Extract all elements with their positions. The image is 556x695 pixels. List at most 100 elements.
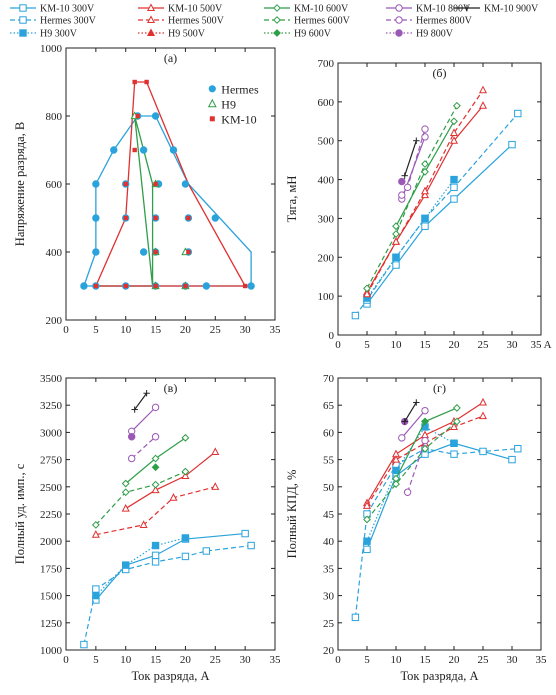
point-hermes (211, 214, 219, 222)
data-point (508, 455, 516, 464)
panel-title: (б) (432, 66, 446, 80)
y-tick-label: 50 (323, 482, 335, 494)
x-axis-label: Ток разряда, А (400, 669, 478, 683)
data-point (478, 101, 488, 109)
legend-label: Hermes 300V (40, 16, 97, 27)
x-tick-label: 25 (210, 324, 222, 336)
data-point (121, 479, 130, 488)
y-tick-label: 2500 (40, 482, 63, 494)
data-point (127, 454, 136, 463)
data-point (151, 454, 160, 463)
x-tick-label: 30 (240, 654, 252, 666)
series-h9-800v (127, 433, 136, 441)
x-tick-label: 25 (478, 654, 490, 666)
x-tick-label: 25 (210, 654, 222, 666)
point-km-10 (183, 283, 188, 289)
y-axis-label: Полный уд. имп., с (13, 463, 27, 564)
panel-title: (а) (164, 51, 177, 65)
series-h9-800v (398, 177, 406, 186)
legend-marker (463, 4, 471, 12)
y-tick-label: 2000 (40, 536, 63, 548)
data-point (450, 450, 458, 458)
inner-legend-km-10: KM-10 (209, 112, 257, 126)
series-h9-300v (92, 534, 190, 600)
data-point (92, 585, 100, 593)
legend-entry-h9-800v: H9 800V (386, 29, 454, 40)
data-point (401, 172, 408, 179)
inner-legend-marker (207, 98, 217, 108)
data-point (363, 545, 371, 554)
point-hermes (202, 282, 211, 290)
data-point (413, 399, 420, 406)
legend-label: H9 800V (416, 29, 454, 40)
panel-title: (г) (433, 381, 446, 395)
point-km-10 (123, 215, 128, 221)
legend-marker (146, 28, 156, 37)
series-km-10-300v (92, 529, 249, 604)
x-tick-label: 0 (335, 654, 341, 666)
data-point (452, 404, 461, 412)
point-hermes (110, 146, 118, 154)
series-line (404, 140, 417, 176)
data-point (450, 195, 458, 203)
series-line (366, 442, 513, 550)
series-hermes-800v (403, 436, 429, 496)
data-point (362, 501, 372, 509)
y-tick-label: 600 (318, 97, 335, 109)
x-tick-label: 30 (507, 339, 519, 351)
data-point (181, 467, 190, 476)
data-point (121, 503, 130, 512)
inner-legend-label: Hermes (221, 82, 259, 96)
data-point (450, 183, 458, 192)
data-point (211, 482, 220, 490)
data-point (151, 480, 160, 489)
series-km-10-500v (121, 447, 220, 512)
data-point (478, 411, 488, 420)
legend-label: H9 300V (40, 29, 78, 40)
inner-legend-marker (208, 85, 216, 93)
data-point (151, 541, 160, 550)
series-line (366, 426, 455, 542)
data-point (449, 136, 459, 144)
envelope-hermes (83, 115, 252, 287)
point-km-10 (93, 283, 99, 289)
x-tick-label: 35 (270, 324, 282, 336)
inner-legend-label: H9 (221, 97, 236, 111)
x-tick-label: 10 (120, 324, 132, 336)
y-tick-label: 20 (323, 645, 335, 657)
data-point (421, 222, 429, 230)
legend-label: KM-10 500V (168, 4, 223, 15)
point-km-10 (186, 249, 191, 255)
data-point (363, 284, 371, 293)
data-point (362, 289, 372, 298)
point-km-10 (242, 283, 248, 289)
data-point (151, 485, 160, 494)
x-tick-label: 5 (93, 654, 99, 666)
envelope-h9 (95, 115, 154, 287)
data-point (392, 230, 400, 238)
point-hermes (151, 112, 160, 120)
y-tick-label: 3000 (40, 427, 63, 439)
y-tick-label: 0 (329, 330, 335, 342)
x-tick-label: 10 (120, 654, 132, 666)
legend-entry-km-10-800v: KM-10 800V (386, 4, 471, 15)
x-tick-label: 30 (507, 654, 519, 666)
y-tick-label: 300 (318, 213, 335, 225)
series-line (366, 179, 455, 299)
data-point (241, 529, 249, 538)
point-km-10 (144, 79, 149, 85)
point-hermes (139, 248, 148, 256)
legend-label: Hermes 800V (416, 16, 473, 27)
y-tick-label: 2750 (40, 455, 63, 467)
series-km-10-800v (398, 406, 429, 442)
data-point (421, 436, 429, 445)
x-tick-label: 35 (270, 654, 282, 666)
inner-legend-label: KM-10 (221, 112, 256, 126)
data-point (392, 261, 400, 269)
series-line (134, 392, 148, 410)
point-km-10 (123, 283, 128, 289)
x-tick-label: 5 (364, 654, 370, 666)
y-tick-label: 800 (46, 111, 63, 123)
x-tick-label: 0 (335, 339, 341, 351)
series-km-10-300v (363, 439, 516, 554)
